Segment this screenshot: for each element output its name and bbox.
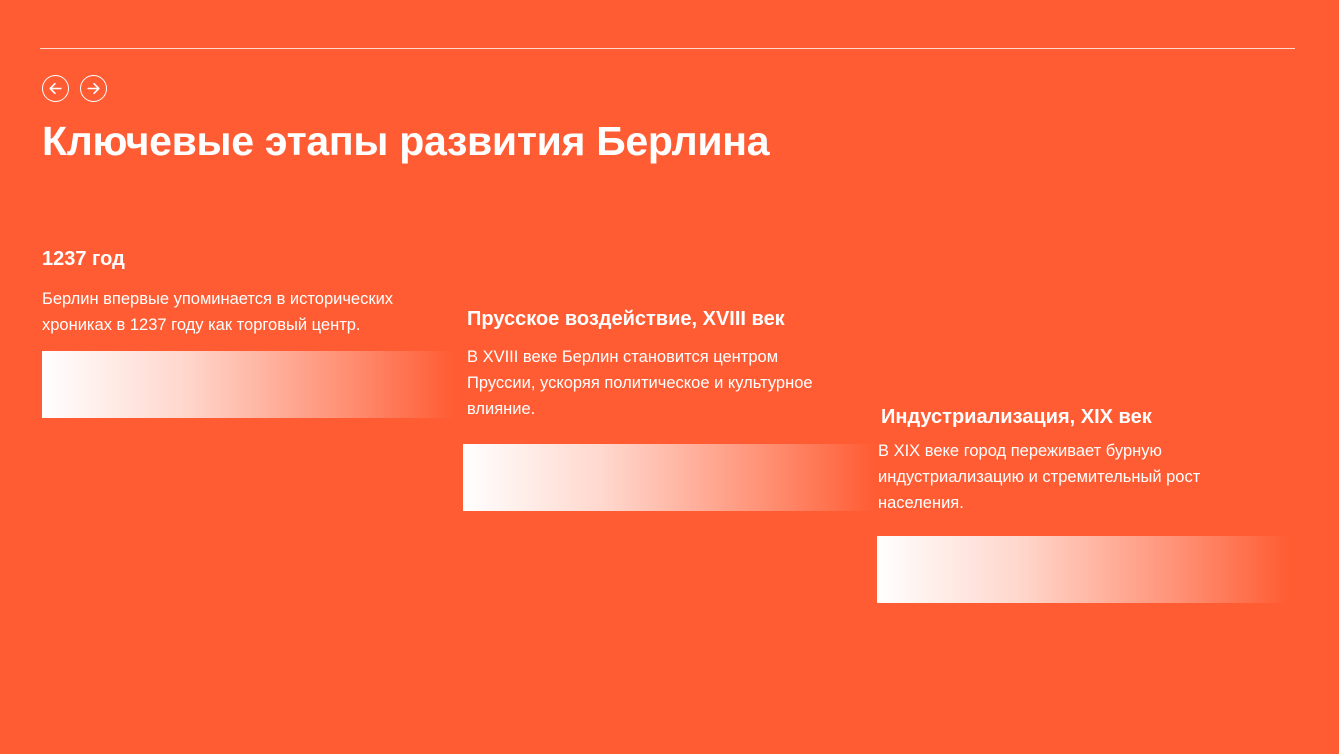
page-title: Ключевые этапы развития Берлина	[42, 118, 770, 164]
top-divider	[40, 48, 1295, 49]
card-gradient-bar	[463, 444, 875, 511]
card-heading: Индустриализация, XIX век	[881, 406, 1152, 428]
arrow-right-icon	[87, 82, 100, 95]
arrow-left-icon	[49, 82, 62, 95]
timeline-card-3: Индустриализация, XIX век В XIX веке гор…	[878, 406, 1298, 516]
prev-button[interactable]	[42, 75, 69, 102]
card-gradient-bar	[877, 536, 1289, 603]
card-text: В XVIII веке Берлин становится центром П…	[467, 348, 813, 418]
card-heading: Прусское воздействие, XVIII век	[467, 308, 785, 330]
card-text: В XIX веке город переживает бурную индус…	[878, 442, 1201, 512]
card-text: Берлин впервые упоминается в исторически…	[42, 290, 394, 334]
timeline-card-1: 1237 год Берлин впервые упоминается в ис…	[42, 248, 462, 338]
card-heading: 1237 год	[42, 248, 125, 270]
next-button[interactable]	[80, 75, 107, 102]
card-gradient-bar	[42, 351, 454, 418]
timeline-card-2: Прусское воздействие, XVIII век В XVIII …	[467, 308, 887, 422]
